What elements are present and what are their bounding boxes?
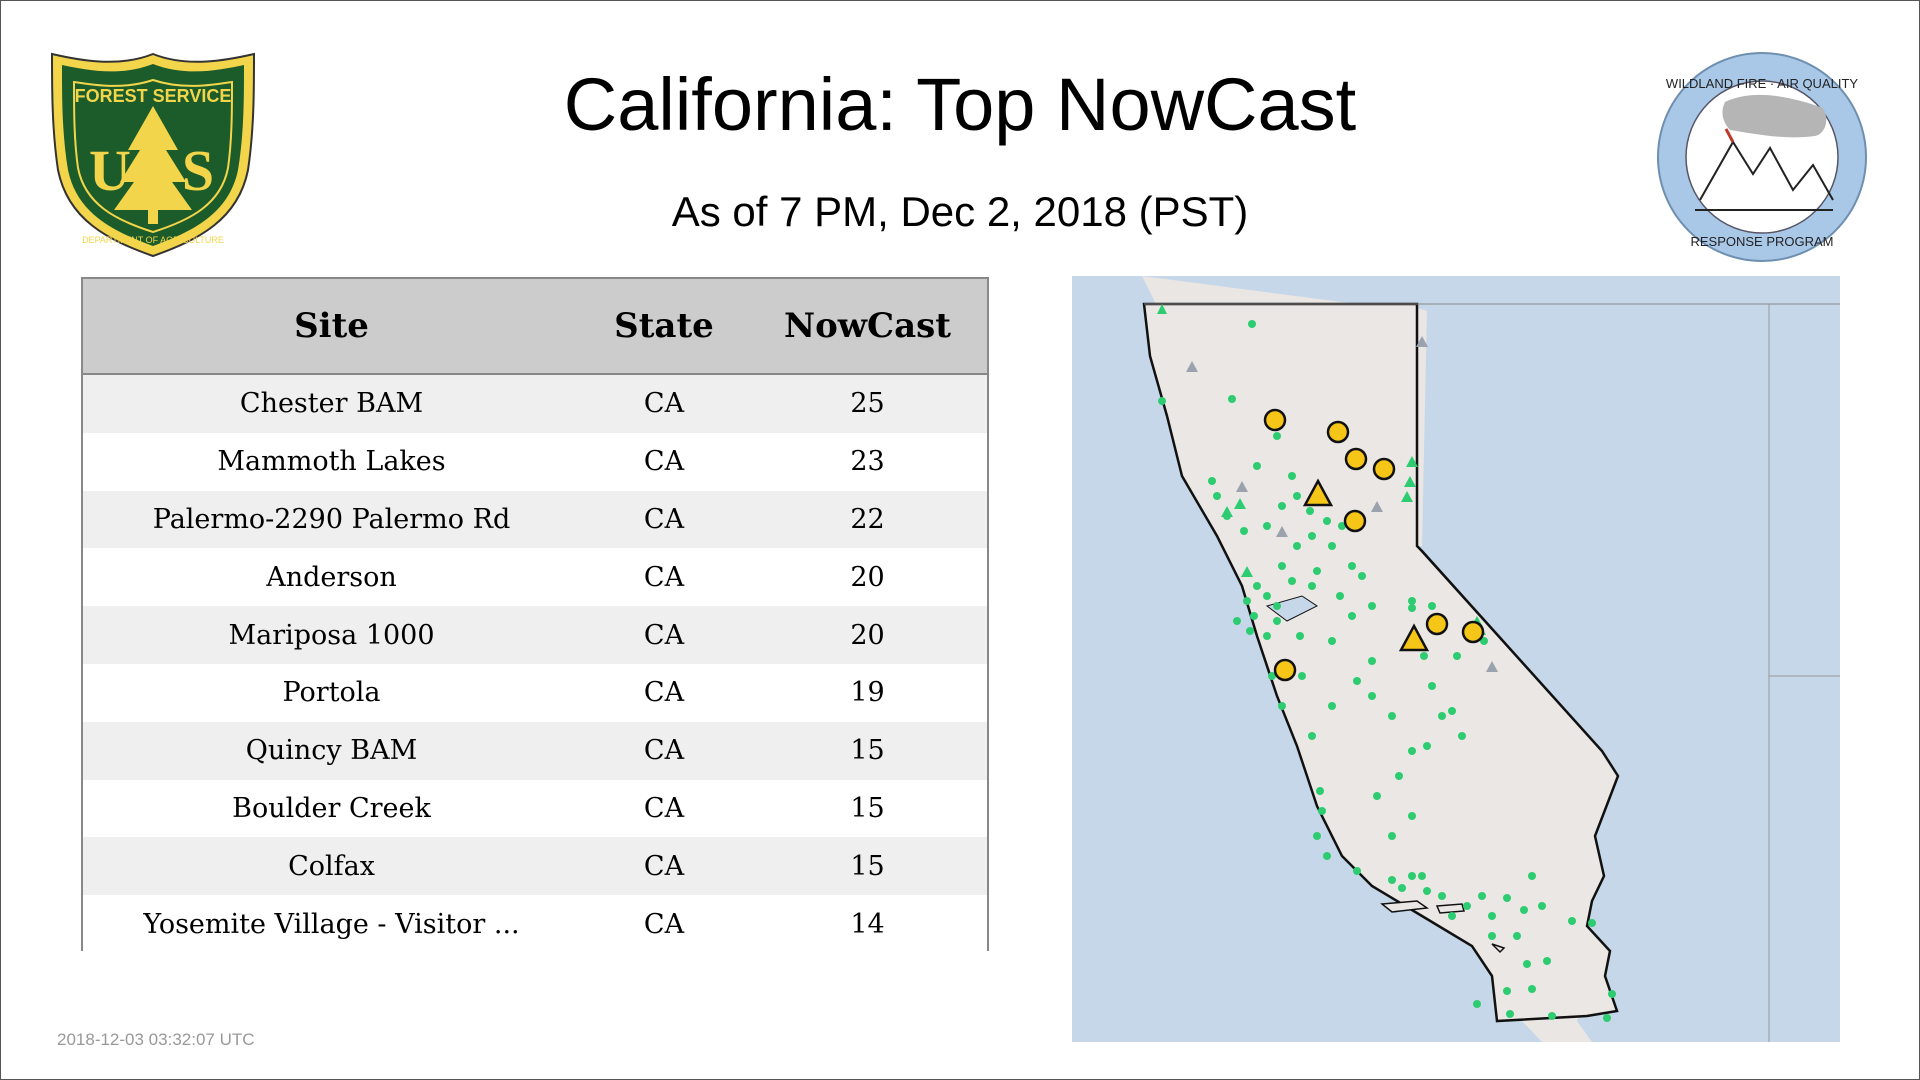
state-cell: CA xyxy=(580,374,748,433)
table-row: Palermo-2290 Palermo Rd CA 22 xyxy=(83,490,987,549)
column-header-state: State xyxy=(580,279,748,375)
state-cell: CA xyxy=(580,779,748,838)
good-sites xyxy=(1158,320,1616,1022)
page-subtitle: As of 7 PM, Dec 2, 2018 (PST) xyxy=(671,188,1249,235)
state-cell: CA xyxy=(580,663,748,722)
nowcast-cell: 20 xyxy=(748,606,987,664)
nowcast-cell: 23 xyxy=(748,432,987,491)
page-title: California: Top NowCast xyxy=(563,63,1357,146)
table-row: Portola CA 19 xyxy=(83,663,987,722)
moderate-sites xyxy=(1263,408,1485,682)
column-header-nowcast: NowCast xyxy=(748,279,987,375)
wf-bottom-text: RESPONSE PROGRAM xyxy=(1690,234,1833,249)
inactive-sites xyxy=(1186,336,1498,672)
state-cell: CA xyxy=(580,490,748,549)
table-row: Chester BAM CA 25 xyxy=(83,374,987,433)
site-cell: Mammoth Lakes xyxy=(83,432,580,491)
forest-service-logo: U S FOREST SERVICE DEPARTMENT OF AGRICUL… xyxy=(48,50,258,260)
table-row: Boulder Creek CA 15 xyxy=(83,779,987,838)
nowcast-cell: 15 xyxy=(748,837,987,896)
california-map[interactable] xyxy=(1072,276,1840,1042)
table-row: Anderson CA 20 xyxy=(83,548,987,607)
fs-top-text: FOREST SERVICE xyxy=(75,86,232,106)
state-cell: CA xyxy=(580,548,748,607)
table-row: Quincy BAM CA 15 xyxy=(83,721,987,780)
sf-bay xyxy=(1265,595,1318,622)
site-cell: Yosemite Village - Visitor ... xyxy=(83,895,580,953)
table-row: Mariposa 1000 CA 20 xyxy=(83,606,987,664)
svg-text:U: U xyxy=(89,138,131,203)
nowcast-cell: 20 xyxy=(748,548,987,607)
table-row: Yosemite Village - Visitor ... CA 14 xyxy=(83,895,987,953)
nowcast-cell: 15 xyxy=(748,721,987,780)
nevada-border xyxy=(1416,304,1603,752)
channel-islands xyxy=(1380,900,1506,954)
svg-text:S: S xyxy=(182,138,214,203)
site-cell: Portola xyxy=(83,663,580,722)
column-header-site: Site xyxy=(83,279,580,375)
fs-bottom-text: DEPARTMENT OF AGRICULTURE xyxy=(82,235,224,245)
california-shape xyxy=(1142,302,1620,1023)
site-cell: Chester BAM xyxy=(83,374,580,433)
table-row: Mammoth Lakes CA 23 xyxy=(83,432,987,491)
generated-timestamp: 2018-12-03 03:32:07 UTC xyxy=(57,1030,255,1049)
state-cell: CA xyxy=(580,606,748,664)
nowcast-cell: 15 xyxy=(748,779,987,838)
site-cell: Colfax xyxy=(83,837,580,896)
wildland-fire-logo: WILDLAND FIRE · AIR QUALITY RESPONSE PRO… xyxy=(1655,50,1870,265)
nowcast-cell: 19 xyxy=(748,663,987,722)
site-cell: Mariposa 1000 xyxy=(83,606,580,664)
site-cell: Boulder Creek xyxy=(83,779,580,838)
state-cell: CA xyxy=(580,895,748,953)
site-cell: Anderson xyxy=(83,548,580,607)
nowcast-table: Site State NowCast Chester BAM CA 25 Mammo… xyxy=(81,277,989,953)
state-cell: CA xyxy=(580,432,748,491)
state-cell: CA xyxy=(580,721,748,780)
table-header-row: Site State NowCast xyxy=(83,279,987,375)
nowcast-cell: 14 xyxy=(748,895,987,953)
table-row: Colfax CA 15 xyxy=(83,837,987,896)
site-cell: Quincy BAM xyxy=(83,721,580,780)
nowcast-cell: 25 xyxy=(748,374,987,433)
wf-top-text: WILDLAND FIRE · AIR QUALITY xyxy=(1666,76,1858,91)
state-cell: CA xyxy=(580,837,748,896)
nowcast-cell: 22 xyxy=(748,490,987,549)
site-cell: Palermo-2290 Palermo Rd xyxy=(83,490,580,549)
